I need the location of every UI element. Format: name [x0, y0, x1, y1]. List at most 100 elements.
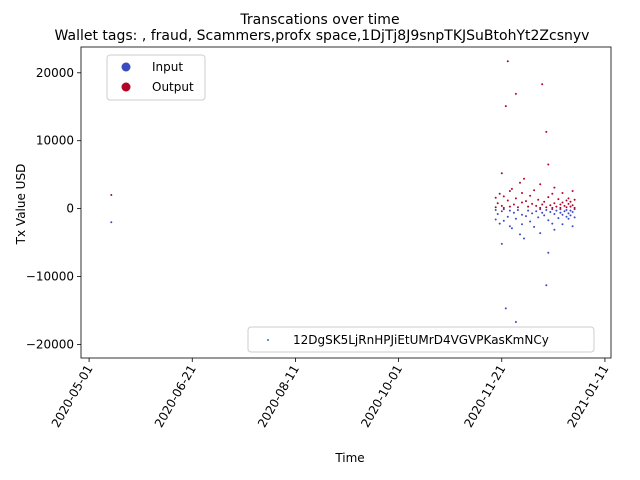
input-point — [521, 213, 523, 216]
output-point — [557, 198, 560, 201]
input-point — [535, 210, 538, 213]
output-point — [571, 204, 574, 207]
output-point — [563, 204, 566, 207]
output-point — [541, 203, 544, 206]
output-point — [535, 204, 538, 207]
output-point — [110, 194, 113, 196]
output-point — [494, 206, 497, 209]
output-point — [504, 105, 507, 108]
input-point — [565, 215, 568, 218]
legend-input-output: Input Output — [106, 54, 206, 101]
input-point — [533, 225, 536, 228]
input-point — [494, 209, 497, 211]
input-point — [541, 211, 544, 214]
input-point — [571, 225, 574, 228]
output-point — [559, 206, 562, 209]
input-point — [496, 213, 499, 215]
x-axis-label: Time — [334, 451, 364, 465]
input-point — [514, 217, 517, 220]
input-point — [569, 209, 572, 212]
output-point — [502, 195, 505, 198]
input-point — [527, 209, 530, 212]
input-point — [500, 242, 503, 245]
output-point — [519, 181, 521, 184]
output-point — [506, 199, 509, 202]
output-point — [565, 199, 568, 202]
input-point — [110, 221, 113, 224]
output-point — [494, 196, 497, 199]
input-point — [561, 213, 564, 216]
input-point — [545, 284, 548, 287]
input-point — [512, 211, 515, 214]
y-tick-label: −20000 — [26, 337, 74, 351]
output-point — [516, 206, 519, 209]
input-point — [494, 218, 497, 221]
output-point — [523, 177, 525, 180]
input-point — [519, 233, 521, 236]
output-point — [527, 205, 530, 208]
input-point — [516, 209, 519, 211]
input-point — [573, 216, 576, 219]
input-point — [508, 209, 511, 212]
x-tick-label: 2020-05-01 — [49, 363, 96, 430]
output-point — [545, 206, 548, 209]
output-point — [567, 197, 570, 200]
input-point — [561, 223, 564, 226]
output-point — [551, 192, 554, 195]
input-point — [539, 208, 542, 211]
output-point — [543, 200, 546, 203]
input-point — [504, 307, 507, 310]
output-point — [553, 186, 556, 189]
legend-label-output: Output — [152, 80, 194, 94]
chart-subtitle: Wallet tags: , fraud, Scammers,profx spa… — [55, 28, 590, 44]
legend-label-input: Input — [152, 60, 183, 74]
output-point — [561, 192, 564, 194]
output-point — [502, 206, 505, 209]
output-point — [500, 172, 503, 175]
output-point — [514, 92, 517, 95]
input-point — [563, 210, 566, 213]
input-point — [502, 219, 505, 222]
output-point — [573, 206, 576, 209]
output-point — [521, 192, 523, 194]
output-point — [571, 190, 574, 192]
input-point — [521, 223, 523, 226]
input-point — [565, 209, 568, 211]
output-point — [545, 130, 548, 133]
input-point — [557, 217, 560, 220]
input-point — [529, 220, 532, 223]
x-tick-label: 2020-06-21 — [152, 363, 199, 430]
y-axis-label: Tx Value USD — [14, 164, 28, 246]
x-tick-label: 2020-10-01 — [358, 363, 405, 430]
output-point — [573, 198, 576, 201]
chart-title: Transcations over time — [239, 12, 399, 28]
input-point — [537, 216, 540, 219]
output-point — [529, 194, 532, 197]
y-tick-label: 0 — [66, 202, 74, 216]
legend-box — [106, 54, 206, 101]
legend-marker-output — [121, 82, 131, 92]
points-layer — [110, 60, 576, 323]
output-point — [531, 202, 534, 205]
input-point — [567, 212, 570, 215]
input-point — [573, 208, 576, 211]
input-point — [514, 321, 517, 323]
output-point — [547, 163, 550, 166]
legend-wallet-label: 12DgSK5LjRnHPJiEtUMrD4VGVPKasKmNCy — [293, 333, 549, 347]
input-point — [551, 222, 554, 225]
input-point — [559, 208, 562, 211]
output-point — [521, 201, 523, 204]
input-point — [498, 222, 501, 225]
output-point — [514, 197, 517, 200]
output-point — [547, 196, 550, 199]
output-point — [510, 187, 513, 190]
output-point — [512, 203, 515, 206]
input-point — [549, 211, 552, 213]
legend-wallet-marker — [267, 339, 269, 341]
output-point — [561, 201, 564, 204]
y-tick-label: 10000 — [36, 134, 74, 148]
y-tick-label: −10000 — [26, 270, 74, 284]
input-point — [551, 208, 554, 211]
output-point — [537, 198, 540, 201]
